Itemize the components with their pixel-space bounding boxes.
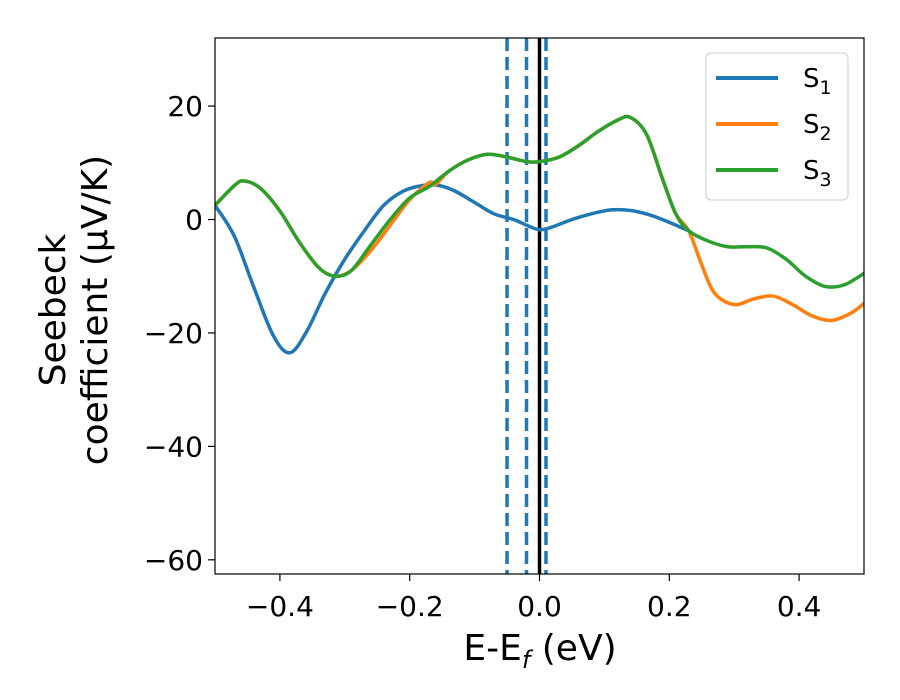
y-tick-label: −20	[144, 317, 203, 350]
legend-box	[705, 52, 849, 201]
series-line-s3	[215, 114, 864, 289]
y-axis-ticks: −60 −40 −20 0 20	[144, 90, 215, 577]
y-tick-label: −40	[144, 430, 203, 463]
y-axis-title-line1: Seebeck	[33, 233, 74, 386]
x-axis-title-main: E-E	[463, 628, 521, 669]
x-tick-label: −0.4	[246, 590, 314, 623]
reference-lines	[505, 38, 548, 574]
x-tick-label: 0.2	[647, 590, 692, 623]
x-tick-label: 0.4	[777, 590, 822, 623]
x-tick-label: −0.2	[376, 590, 444, 623]
legend-label-s1: S1	[803, 64, 832, 99]
series-line-s1	[215, 183, 691, 355]
x-axis-title-unit: (eV)	[530, 628, 616, 669]
legend: S1 S2 S3	[705, 52, 849, 201]
y-tick-label: −60	[144, 544, 203, 577]
x-axis-ticks: −0.4 −0.2 0.0 0.2 0.4	[246, 574, 821, 623]
y-axis-title-line2: coefficient (μV/K)	[75, 155, 116, 465]
series-lines	[215, 114, 864, 355]
legend-label-s3: S3	[803, 156, 832, 191]
y-tick-label: 20	[167, 90, 203, 123]
y-axis-title: Seebeck coefficient (μV/K)	[33, 155, 116, 465]
legend-label-s2: S2	[803, 110, 832, 145]
y-tick-label: 0	[185, 204, 203, 237]
x-tick-label: 0.0	[517, 590, 562, 623]
x-axis-title: E-Ef (eV)	[463, 628, 616, 674]
